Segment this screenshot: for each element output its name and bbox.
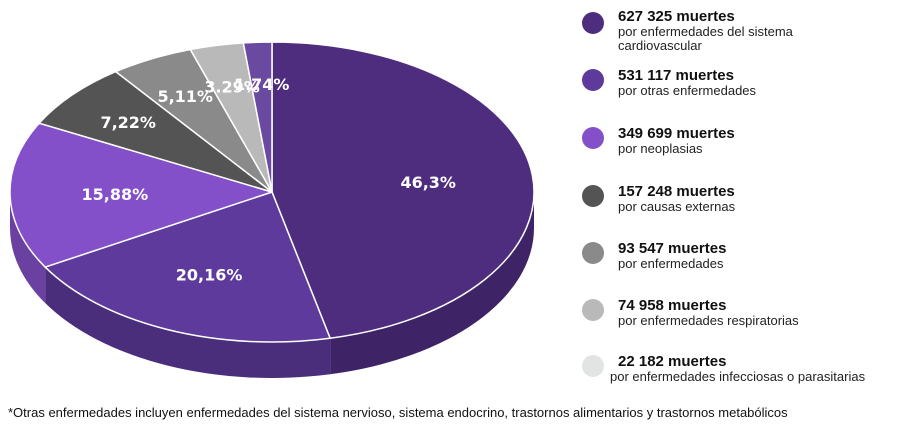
legend-swatch [582,185,604,207]
legend-swatch [582,242,604,264]
legend-swatch [582,299,604,321]
pie-slice-label: 1.74% [234,75,290,94]
pie-labels: 46,3% 20,16% 15,88% 7,22%5,11%3.29%1.74% [81,75,455,284]
legend-desc: por neoplasias [618,141,703,156]
legend-desc: por causas externas [618,199,736,214]
legend-desc: por otras enfermedades [618,83,757,98]
legend-value: 22 182 muertes [618,353,727,370]
legend-value: 349 699 muertes [618,125,735,142]
pie-slice-label: 46,3% [400,173,456,192]
pie-slice [271,41,535,340]
footnote: *Otras enfermedades incluyen enfermedade… [8,405,788,420]
legend-value: 74 958 muertes [618,297,727,314]
legend-desc: por enfermedades infecciosas o parasitar… [610,369,866,384]
legend-swatch [582,12,604,34]
pie-top [9,41,535,343]
legend-desc: por enfermedades [618,256,724,271]
legend-value: 93 547 muertes [618,240,727,257]
pie-slice [44,191,331,343]
pie-slice-side [10,192,46,304]
pie-slice [38,70,273,193]
pie-slice-label: 5,11% [157,87,213,106]
legend-value: 157 248 muertes [618,183,735,200]
pie-slice-side [45,267,331,378]
pie-chart: 46,3% 20,16% 15,88% 7,22%5,11%3.29%1.74% [9,41,535,378]
legend-value: 627 325 muertes [618,8,735,25]
legend-desc: por enfermedades respiratorias [618,313,799,328]
legend-swatch [582,69,604,91]
pie-slice-label: 3.29% [204,77,260,96]
legend-swatch [582,127,604,149]
legend-desc: por enfermedades del sistema cardiovascu… [618,24,793,53]
pie-slice [242,41,273,193]
legend-swatch [582,355,604,377]
legend-value: 531 117 muertes [618,67,734,84]
pie-slice-label: 20,16% [176,266,243,285]
pie-slice-label: 15,88% [81,185,148,204]
pie-slice [9,122,273,268]
pie-slice-label: 7,22% [100,113,156,132]
